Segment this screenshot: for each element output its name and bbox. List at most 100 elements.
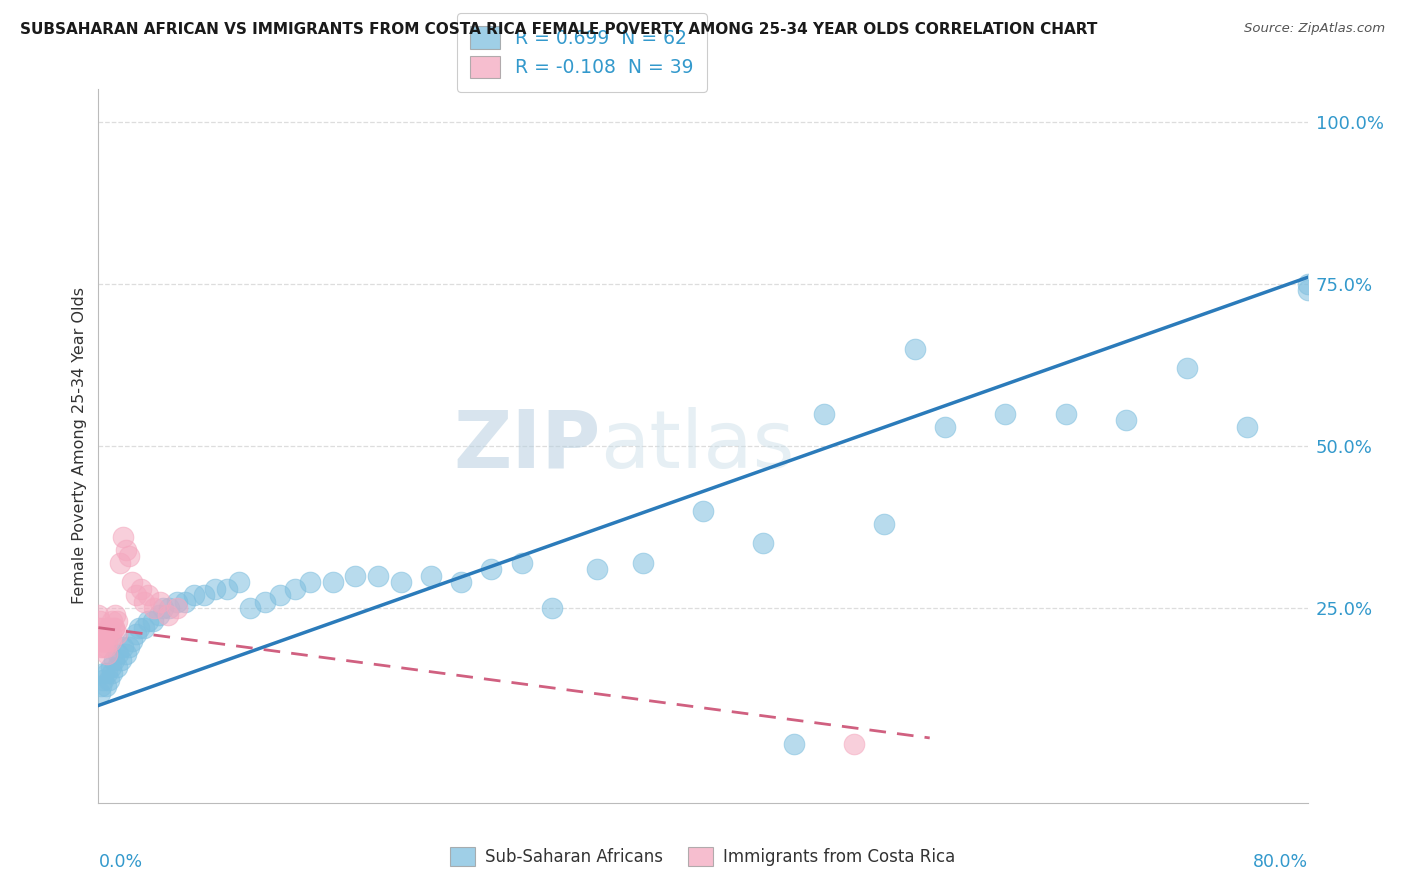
- Point: [166, 595, 188, 609]
- Point: [166, 601, 188, 615]
- Point: [129, 582, 152, 596]
- Point: [193, 588, 215, 602]
- Text: 0.0%: 0.0%: [98, 853, 142, 871]
- Text: Source: ZipAtlas.com: Source: ZipAtlas.com: [1244, 22, 1385, 36]
- Point: [143, 601, 166, 615]
- Text: SUBSAHARAN AFRICAN VS IMMIGRANTS FROM COSTA RICA FEMALE POVERTY AMONG 25-34 YEAR: SUBSAHARAN AFRICAN VS IMMIGRANTS FROM CO…: [20, 22, 1097, 37]
- Point: [481, 562, 503, 576]
- Point: [96, 666, 118, 681]
- Text: 80.0%: 80.0%: [1253, 853, 1308, 871]
- Point: [813, 407, 835, 421]
- Point: [93, 633, 115, 648]
- Point: [156, 607, 179, 622]
- Point: [752, 536, 775, 550]
- Point: [148, 607, 170, 622]
- Point: [994, 407, 1017, 421]
- Point: [100, 633, 122, 648]
- Point: [783, 738, 806, 752]
- Point: [110, 653, 132, 667]
- Point: [1296, 277, 1319, 291]
- Point: [132, 621, 155, 635]
- Point: [228, 575, 250, 590]
- Point: [107, 647, 129, 661]
- Point: [100, 627, 122, 641]
- Point: [125, 627, 148, 641]
- Point: [631, 556, 654, 570]
- Point: [91, 640, 114, 654]
- Point: [94, 627, 117, 641]
- Point: [284, 582, 307, 596]
- Point: [540, 601, 562, 615]
- Point: [87, 621, 110, 635]
- Point: [103, 621, 125, 635]
- Point: [87, 633, 110, 648]
- Point: [1236, 419, 1258, 434]
- Point: [692, 504, 714, 518]
- Point: [103, 621, 125, 635]
- Point: [100, 659, 122, 673]
- Point: [344, 568, 367, 582]
- Point: [93, 666, 115, 681]
- Point: [239, 601, 262, 615]
- Point: [128, 621, 150, 635]
- Point: [94, 679, 117, 693]
- Point: [183, 588, 205, 602]
- Point: [136, 588, 159, 602]
- Point: [844, 738, 866, 752]
- Point: [114, 542, 136, 557]
- Point: [1054, 407, 1077, 421]
- Point: [1296, 283, 1319, 297]
- Point: [934, 419, 956, 434]
- Point: [111, 530, 134, 544]
- Point: [299, 575, 322, 590]
- Point: [118, 549, 141, 564]
- Point: [90, 679, 112, 693]
- Point: [101, 614, 124, 628]
- Point: [136, 614, 159, 628]
- Point: [87, 607, 110, 622]
- Point: [90, 633, 112, 648]
- Point: [450, 575, 472, 590]
- Point: [105, 627, 128, 641]
- Point: [173, 595, 195, 609]
- Point: [118, 640, 141, 654]
- Point: [420, 568, 443, 582]
- Point: [104, 607, 127, 622]
- Point: [94, 640, 117, 654]
- Point: [108, 556, 131, 570]
- Point: [111, 640, 134, 654]
- Point: [90, 621, 112, 635]
- Point: [204, 582, 226, 596]
- Point: [91, 673, 114, 687]
- Point: [101, 666, 124, 681]
- Point: [91, 627, 114, 641]
- Point: [389, 575, 412, 590]
- Point: [89, 685, 111, 699]
- Point: [125, 588, 148, 602]
- Point: [322, 575, 344, 590]
- Point: [121, 633, 143, 648]
- Point: [904, 342, 927, 356]
- Point: [215, 582, 238, 596]
- Text: atlas: atlas: [600, 407, 794, 485]
- Point: [96, 633, 118, 648]
- Point: [367, 568, 389, 582]
- Point: [132, 595, 155, 609]
- Point: [98, 621, 121, 635]
- Point: [96, 647, 118, 661]
- Legend: Sub-Saharan Africans, Immigrants from Costa Rica: Sub-Saharan Africans, Immigrants from Co…: [444, 840, 962, 873]
- Point: [121, 575, 143, 590]
- Point: [1115, 413, 1137, 427]
- Point: [89, 627, 111, 641]
- Point: [114, 647, 136, 661]
- Point: [103, 653, 125, 667]
- Point: [105, 659, 128, 673]
- Point: [89, 614, 111, 628]
- Text: ZIP: ZIP: [453, 407, 600, 485]
- Point: [98, 673, 121, 687]
- Point: [105, 614, 128, 628]
- Point: [510, 556, 533, 570]
- Point: [152, 601, 174, 615]
- Point: [149, 595, 172, 609]
- Point: [159, 601, 181, 615]
